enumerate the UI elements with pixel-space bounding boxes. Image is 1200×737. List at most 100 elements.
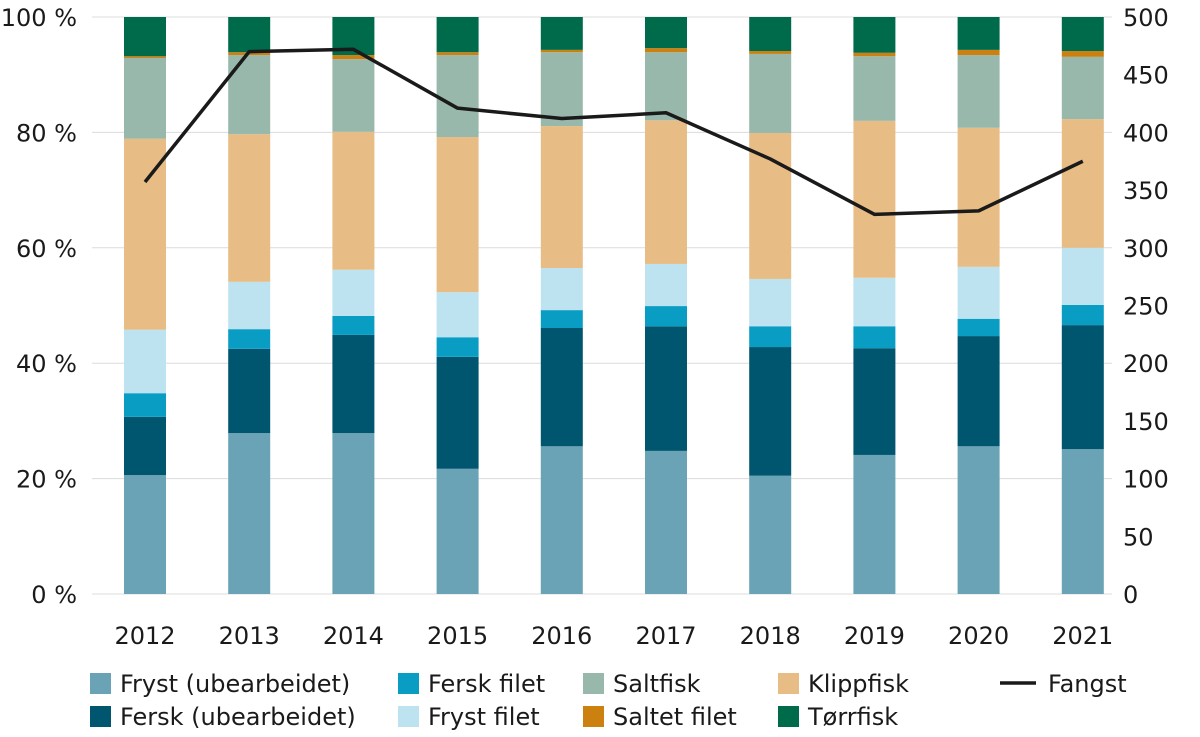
bar-segment [124, 393, 166, 417]
legend-swatch [398, 706, 419, 727]
bar-segment [228, 433, 270, 594]
bar-segment [645, 52, 687, 120]
bar-segment [541, 50, 583, 52]
bar-segment [541, 268, 583, 310]
bar-segment [958, 50, 1000, 55]
bar-segment [749, 279, 791, 326]
bar-segment [541, 310, 583, 328]
left-tick-label: 20 % [16, 466, 77, 494]
left-tick-label: 60 % [16, 235, 77, 263]
bar-segment [958, 128, 1000, 267]
legend-label: Fersk filet [428, 670, 545, 698]
bar-segment [749, 347, 791, 476]
bar-segment [437, 17, 479, 52]
right-tick-label: 200 [1123, 350, 1169, 378]
bar-segment [228, 134, 270, 282]
bar-segment [1062, 248, 1104, 305]
right-tick-label: 50 [1123, 523, 1154, 551]
left-tick-label: 80 % [16, 119, 77, 147]
bar-segment [958, 55, 1000, 128]
bar-segment [1062, 51, 1104, 57]
fangst-line-layer [145, 49, 1083, 214]
bar-segment [541, 446, 583, 594]
bar-segment [853, 17, 895, 53]
right-tick-label: 350 [1123, 177, 1169, 205]
legend-swatch [90, 706, 111, 727]
legend-swatch [398, 673, 419, 694]
bar-segment [228, 282, 270, 329]
bar-segment [541, 126, 583, 268]
bar-segment [645, 264, 687, 306]
bar-segment [958, 336, 1000, 446]
x-tick-label: 2013 [219, 622, 280, 650]
legend-label: Fangst [1048, 670, 1127, 698]
fangst-line [145, 49, 1083, 214]
bar-segment [228, 55, 270, 134]
bar-segment [228, 329, 270, 349]
left-tick-label: 40 % [16, 350, 77, 378]
x-tick-label: 2018 [740, 622, 801, 650]
right-tick-label: 250 [1123, 293, 1169, 321]
bar-segment [853, 121, 895, 278]
bar-segment [541, 328, 583, 446]
bar-segment [541, 52, 583, 126]
bar-segment [749, 54, 791, 133]
bar-segment [1062, 449, 1104, 594]
bar-segment [124, 139, 166, 330]
bar-segment [228, 349, 270, 433]
right-tick-label: 0 [1123, 581, 1138, 609]
x-tick-label: 2016 [531, 622, 592, 650]
right-tick-label: 400 [1123, 119, 1169, 147]
bar-segment [749, 133, 791, 279]
bar-segment [228, 17, 270, 52]
legend-label: Tørrfisk [807, 703, 898, 731]
bar-segment [853, 56, 895, 121]
right-tick-label: 500 [1123, 4, 1169, 32]
left-tick-label: 100 % [1, 4, 77, 32]
bar-segment [541, 17, 583, 50]
bar-segment [124, 330, 166, 393]
bar-segment [749, 476, 791, 594]
bar-segment [437, 469, 479, 594]
bar-segment [958, 267, 1000, 319]
legend-label: Saltfisk [613, 670, 701, 698]
right-tick-label: 150 [1123, 408, 1169, 436]
bar-segment [853, 348, 895, 455]
x-tick-label: 2020 [948, 622, 1009, 650]
bar-segment [853, 326, 895, 348]
right-tick-label: 450 [1123, 62, 1169, 90]
bar-segment [332, 270, 374, 316]
bar-segment [749, 17, 791, 51]
left-axis-ticks: 0 %20 %40 %60 %80 %100 % [1, 4, 77, 609]
bar-segment [332, 335, 374, 433]
bar-segment [958, 319, 1000, 336]
bar-segment [645, 17, 687, 48]
legend-swatch [778, 706, 799, 727]
x-tick-label: 2012 [114, 622, 175, 650]
bar-segment [124, 17, 166, 56]
bar-segment [1062, 57, 1104, 119]
x-tick-label: 2019 [844, 622, 905, 650]
right-tick-label: 100 [1123, 466, 1169, 494]
bar-segment [124, 417, 166, 475]
bar-segment [1062, 305, 1104, 325]
bar-segment [437, 337, 479, 357]
bar-segment [958, 17, 1000, 50]
bar-segment [749, 51, 791, 54]
bar-segment [645, 120, 687, 264]
bar-segment [645, 326, 687, 451]
bar-segment [1062, 325, 1104, 449]
bar-segment [437, 292, 479, 337]
bar-segment [853, 53, 895, 56]
legend-label: Fryst filet [428, 703, 540, 731]
legend-swatch [583, 673, 604, 694]
legend-label: Fersk (ubearbeidet) [120, 703, 356, 731]
x-tick-label: 2017 [635, 622, 696, 650]
bar-segment [645, 306, 687, 326]
bar-segment [124, 58, 166, 139]
bar-segment [645, 48, 687, 52]
legend-swatch [90, 673, 111, 694]
